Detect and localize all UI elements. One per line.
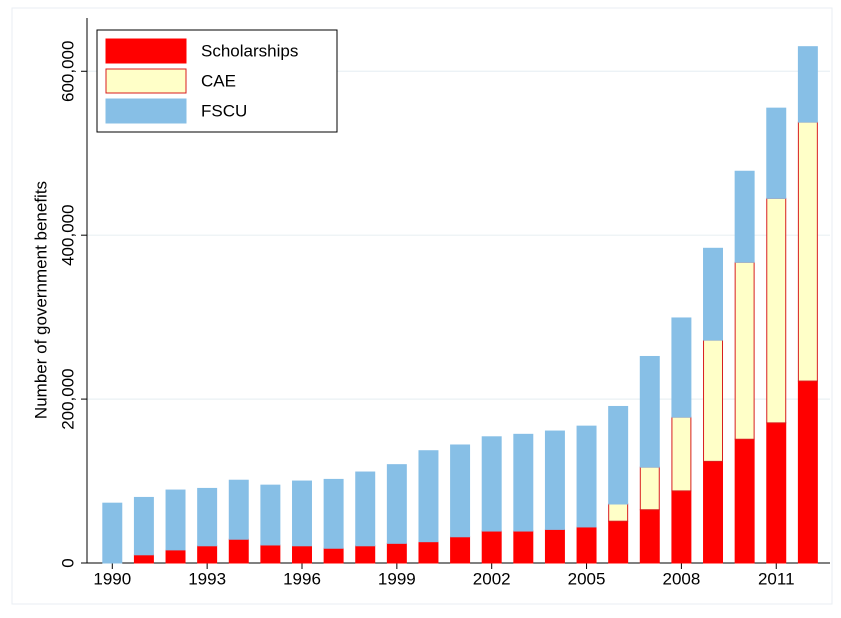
y-tick-label: 0 <box>58 558 77 567</box>
bar-segment <box>228 479 249 540</box>
bar-segment <box>576 526 597 564</box>
bar-segment <box>639 466 660 511</box>
legend-swatch <box>105 68 187 94</box>
bar-segment <box>671 416 692 492</box>
x-tick-label: 2002 <box>473 569 511 588</box>
bar-segment <box>576 425 597 528</box>
x-tick-label: 2008 <box>662 569 700 588</box>
bar-segment <box>450 444 471 538</box>
legend-swatch <box>105 38 187 64</box>
bar-segment <box>292 545 312 564</box>
bar-segment <box>418 450 439 543</box>
legend-swatch <box>105 98 187 124</box>
bar-segment <box>639 509 660 564</box>
bar-segment <box>608 520 629 564</box>
bar-segment <box>766 422 787 564</box>
x-tick-label: 1996 <box>283 569 321 588</box>
y-tick-label: 200,000 <box>58 368 77 429</box>
y-axis-label: Number of government benefits <box>31 181 50 419</box>
bar-segment <box>386 542 407 564</box>
bar-segment <box>102 502 123 564</box>
y-tick-label: 600,000 <box>58 41 77 102</box>
x-tick-label: 1990 <box>93 569 131 588</box>
bar-segment <box>797 121 818 382</box>
bar-segment <box>292 480 312 547</box>
bar-segment <box>703 247 724 341</box>
bar-segment <box>766 107 787 199</box>
bar-segment <box>703 460 724 564</box>
bar-segment <box>323 547 344 564</box>
legend-label: FSCU <box>201 101 247 120</box>
bar-segment <box>228 538 249 564</box>
bar-segment <box>703 339 724 462</box>
legend-label: CAE <box>201 71 236 90</box>
bar-segment <box>165 489 186 551</box>
bar-segment <box>450 536 471 564</box>
x-tick-label: 2005 <box>568 569 606 588</box>
bar-segment <box>165 549 186 564</box>
bar-segment <box>734 261 755 440</box>
bar-segment <box>260 544 281 564</box>
bar-segment <box>639 355 660 468</box>
bar-segment <box>513 530 534 564</box>
bar-segment <box>197 487 218 547</box>
bar-segment <box>608 503 629 522</box>
bar-segment <box>513 433 534 532</box>
bar-segment <box>671 490 692 564</box>
y-tick-label: 400,000 <box>58 204 77 265</box>
bar-segment <box>355 545 376 564</box>
bar-segment <box>481 530 502 564</box>
bar-segment <box>323 478 344 549</box>
bar-segment <box>260 484 281 546</box>
bar-segment <box>797 46 818 123</box>
bar-segment <box>133 496 154 556</box>
bar-segment <box>481 436 502 532</box>
bar-segment <box>797 380 818 564</box>
bar-segment <box>386 464 407 544</box>
bar-segment <box>418 541 439 564</box>
bar-segment <box>197 545 218 564</box>
x-tick-label: 1999 <box>378 569 416 588</box>
bar-segment <box>544 430 565 530</box>
legend-label: Scholarships <box>201 41 298 60</box>
x-tick-label: 1993 <box>188 569 226 588</box>
bar-segment <box>734 438 755 564</box>
bar-segment <box>671 317 692 418</box>
bar-segment <box>355 471 376 547</box>
x-tick-label: 2011 <box>758 569 795 588</box>
bar-segment <box>608 405 629 505</box>
bar-segment <box>734 170 755 263</box>
bar-segment <box>544 528 565 564</box>
bar-segment <box>766 197 787 424</box>
bar-segment <box>133 554 154 564</box>
